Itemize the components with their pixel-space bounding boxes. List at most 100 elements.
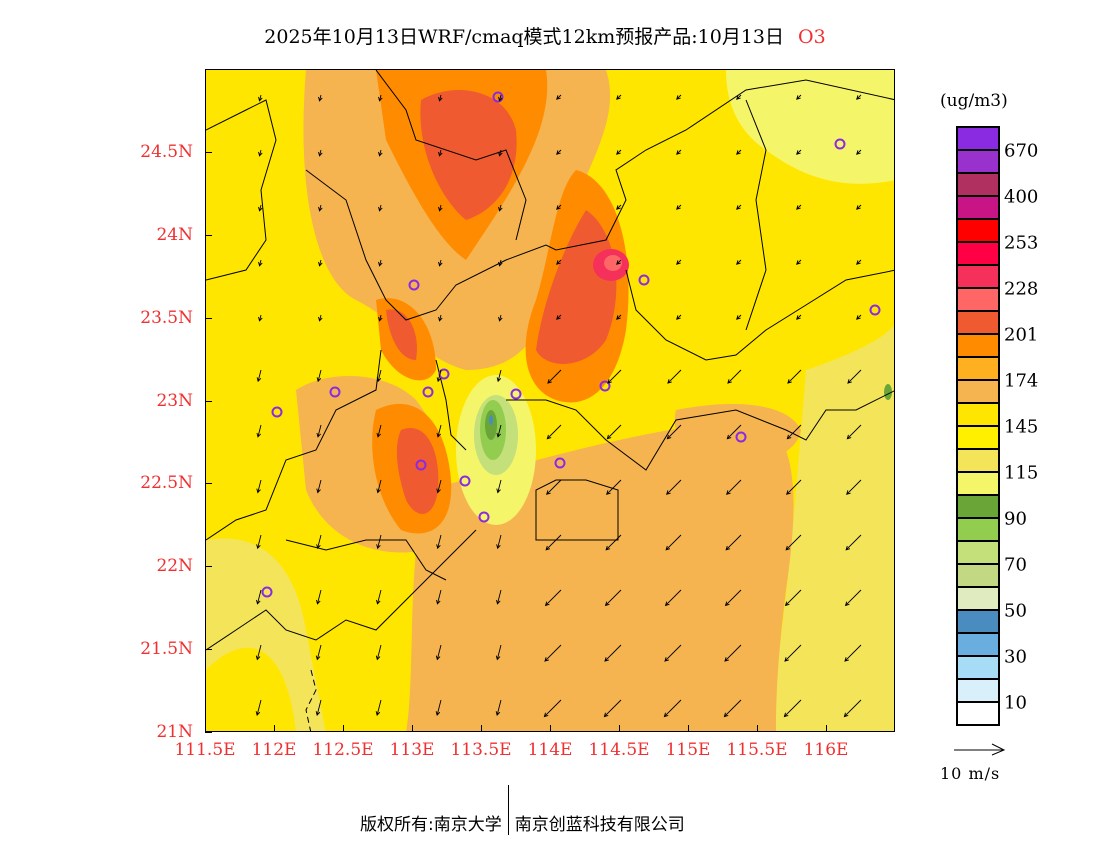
lat-tick <box>205 317 212 319</box>
legend-swatch <box>958 473 998 496</box>
wind-arrow <box>736 259 742 265</box>
wind-arrow <box>318 94 323 102</box>
wind-arrow <box>724 644 742 662</box>
wind-arrow <box>666 479 682 495</box>
wind-arrow <box>616 314 622 320</box>
wind-arrow <box>664 589 682 607</box>
wind-arrow <box>784 644 802 662</box>
station-marker <box>408 279 420 291</box>
wind-arrow <box>316 369 322 383</box>
lon-tick <box>412 725 413 732</box>
wind-arrow <box>496 479 502 494</box>
wind-arrow <box>844 589 862 607</box>
lon-tick <box>550 725 551 732</box>
lon-tick-label: 115E <box>665 740 711 760</box>
legend-swatch <box>958 519 998 542</box>
wind-arrow <box>315 644 322 661</box>
lat-tick-label: 21.5N <box>140 639 193 660</box>
legend-swatch <box>958 197 998 220</box>
wind-arrow <box>318 204 323 212</box>
wind-arrow <box>663 699 682 718</box>
legend-swatch <box>958 657 998 680</box>
title-text: 2025年10月13日WRF/cmaq模式12km预报产品:10月13日 <box>264 26 785 48</box>
legend-swatch <box>958 312 998 335</box>
wind-arrow <box>435 699 442 717</box>
lat-tick-label: 24.5N <box>140 141 193 162</box>
wind-arrow <box>604 644 622 662</box>
wind-arrow <box>726 479 742 495</box>
admin-boundaries <box>206 70 894 731</box>
wind-arrow <box>255 644 262 661</box>
wind-arrow <box>846 479 862 495</box>
wind-arrow <box>436 369 442 383</box>
wind-arrow <box>786 424 802 440</box>
legend-label: 70 <box>1004 554 1027 576</box>
wind-arrow <box>616 204 622 210</box>
station-marker <box>599 380 611 392</box>
wind-arrow <box>438 204 443 212</box>
wind-arrow <box>616 149 622 155</box>
wind-arrow <box>316 479 322 494</box>
wind-arrow <box>258 259 263 267</box>
lat-tick-label: 23.5N <box>140 307 193 328</box>
wind-arrow <box>606 479 622 495</box>
legend-swatch <box>958 243 998 266</box>
wind-arrow <box>606 424 622 440</box>
legend-swatch <box>958 565 998 588</box>
wind-arrow <box>496 534 502 550</box>
wind-arrow <box>436 589 442 605</box>
lon-tick <box>619 725 620 732</box>
wind-arrow <box>676 94 682 100</box>
lat-tick-label: 22N <box>156 556 193 577</box>
wind-arrow <box>436 534 442 550</box>
wind-arrow <box>256 534 262 550</box>
legend-swatch <box>958 542 998 565</box>
station-marker <box>459 475 471 487</box>
lon-tick-label: 114E <box>527 740 573 760</box>
legend-unit: (ug/m3) <box>940 91 1008 111</box>
wind-arrow <box>856 259 862 265</box>
concentration-contours <box>206 70 894 731</box>
legend-swatch <box>958 335 998 358</box>
wind-arrow <box>616 259 622 265</box>
legend-label: 145 <box>1004 416 1039 438</box>
wind-arrow <box>376 479 382 494</box>
wind-arrow <box>556 259 562 265</box>
wind-arrow <box>786 479 802 495</box>
station-marker <box>422 386 434 398</box>
station-marker <box>478 511 490 523</box>
legend-label: 670 <box>1004 140 1039 162</box>
wind-arrow <box>787 369 802 384</box>
lat-tick <box>205 234 212 236</box>
wind-arrow <box>736 94 742 100</box>
station-marker <box>638 274 650 286</box>
wind-arrow <box>498 259 503 267</box>
wind-arrow <box>547 369 562 384</box>
wind-arrow <box>846 424 862 440</box>
lon-tick <box>826 725 827 732</box>
wind-arrow <box>498 314 503 322</box>
legend-label: 228 <box>1004 278 1039 300</box>
wind-arrow <box>676 259 682 265</box>
wind-arrow <box>315 699 322 717</box>
wind-arrow <box>378 259 383 267</box>
wind-arrow <box>376 424 382 438</box>
wind-arrow <box>378 204 383 212</box>
station-marker <box>271 406 283 418</box>
wind-arrow <box>856 149 862 155</box>
legend-swatch <box>958 151 998 174</box>
legend-swatch <box>958 680 998 703</box>
wind-arrow <box>607 369 622 384</box>
wind-arrow <box>498 94 503 102</box>
lat-tick <box>205 732 212 733</box>
lon-tick-label: 114.5E <box>588 740 650 760</box>
wind-arrow <box>796 204 802 210</box>
legend-swatch <box>958 588 998 611</box>
station-marker <box>834 138 846 150</box>
wind-arrow <box>378 314 383 322</box>
wind-vectors <box>255 94 862 718</box>
wind-arrow <box>723 699 742 718</box>
lat-tick <box>205 566 212 568</box>
wind-arrow <box>258 204 263 212</box>
station-marker <box>492 91 504 103</box>
